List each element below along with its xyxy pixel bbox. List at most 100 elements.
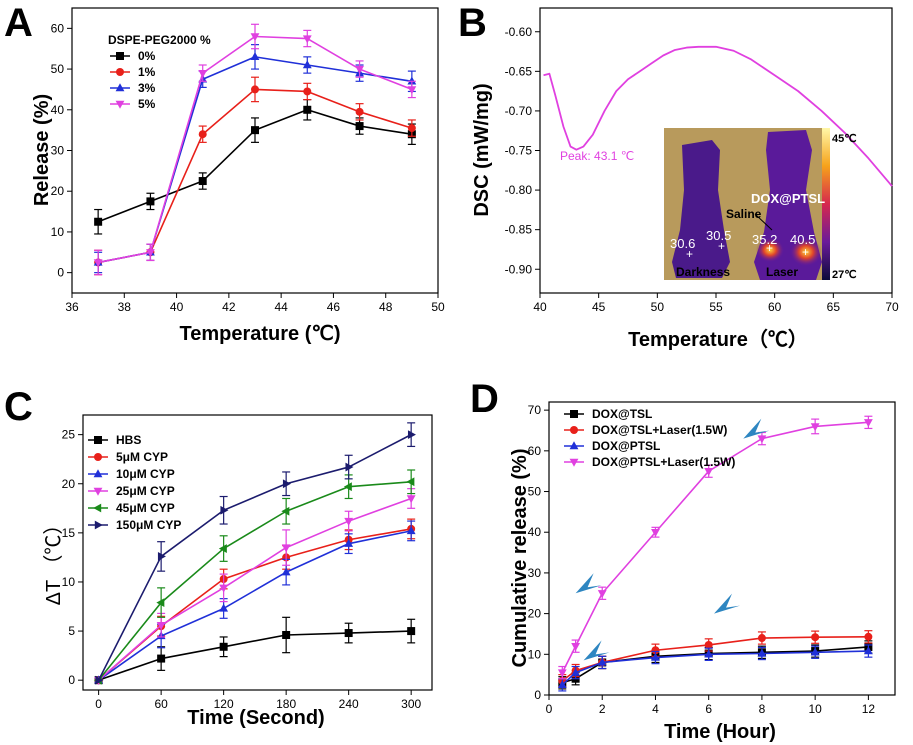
panel-d-data-point <box>571 667 581 676</box>
panel-d-legend-label: DOX@TSL <box>592 407 652 421</box>
panel-b-xtick-label: 60 <box>768 300 782 314</box>
panel-d-legend-marker <box>569 458 579 467</box>
panel-a-legend-label: 3% <box>138 81 156 95</box>
panel-c-xlabel: Time (Second) <box>187 707 324 729</box>
panel-a-data-point <box>407 76 417 85</box>
thermal-reading-3: 35.2 <box>752 232 777 247</box>
panel-d-data-point <box>597 657 607 666</box>
panel-a-ytick-label: 50 <box>51 62 65 76</box>
panel-b-xlabel: Temperature（℃） <box>628 328 808 351</box>
panel-a-data-point <box>302 35 312 44</box>
panel-c-ytick-label: 25 <box>62 428 76 442</box>
panel-d-legend-marker <box>569 441 579 450</box>
panel-a-data-point <box>407 86 417 95</box>
panel-d-data-point <box>863 419 873 428</box>
panel-d-frame <box>548 401 896 696</box>
panel-a-ylabel: Release (%) <box>31 94 53 206</box>
panel-c-data-point <box>282 631 291 639</box>
panel-c-data-point <box>219 584 229 593</box>
panel-c-data-point <box>218 544 227 553</box>
panel-b-ytick-label: -0.90 <box>505 262 533 276</box>
panel-c-ytick-label: 5 <box>68 624 75 638</box>
panel-c-data-point <box>156 621 166 630</box>
panel-d-ytick-label: 20 <box>528 607 542 621</box>
panel-a-ytick-label: 20 <box>51 184 65 198</box>
panel-d-xtick-label: 2 <box>599 702 606 716</box>
panel-d-xtick-label: 4 <box>652 702 659 716</box>
panel-c-series-line-1 <box>98 528 412 681</box>
panel-c-legend-label: HBS <box>116 433 141 447</box>
panel-c-data-point <box>281 544 291 553</box>
panel-c-legend-label: 25μM CYP <box>116 484 175 498</box>
panel-d-chart: 0 2 4 6 8 10 12 0 10 20 30 40 50 60 70 DOX@TSL DOX@TSL+L… <box>528 401 896 716</box>
panel-c-xtick-label: 180 <box>276 697 296 711</box>
panel-c-data-point <box>157 654 166 663</box>
panel-a-legend-label: 5% <box>138 97 156 111</box>
thermal-reading-1: 30.6 <box>670 236 695 251</box>
panel-c-legend-label: 5μM CYP <box>116 450 168 464</box>
panel-b-xtick-label: 45 <box>592 300 606 314</box>
panel-d-ytick-label: 60 <box>528 444 542 458</box>
panel-c-legend-marker <box>94 436 102 444</box>
panel-a-data-point <box>355 107 364 116</box>
panel-b-chart: 40 45 50 55 60 65 70 -0.90 -0.85 -0.80 -0.75 -0.70 -… <box>505 7 899 314</box>
panel-letter-c: C <box>4 385 33 429</box>
panel-c-legend-label: 45μM CYP <box>116 501 175 515</box>
panel-d-arrow-icon <box>714 593 741 614</box>
panel-a-data-point <box>146 249 155 258</box>
panel-a-xtick-label: 48 <box>379 300 393 314</box>
panel-a-chart: 36 38 40 42 44 46 48 50 0 10 20 30 40 50 60 0% 1% 3% 5% <box>51 7 445 314</box>
panel-c-ytick-label: 15 <box>62 526 76 540</box>
panel-a-legend-marker <box>115 100 125 109</box>
panel-a-data-point <box>251 85 259 94</box>
thermal-label-darkness: Darkness <box>676 265 730 279</box>
panel-letter-a: A <box>4 1 33 45</box>
thermal-crosshair-1: + <box>686 247 693 261</box>
panel-a-xtick-label: 46 <box>327 300 341 314</box>
thermal-hotspot-saline <box>756 238 784 262</box>
panel-c-ytick-label: 0 <box>68 673 75 687</box>
panel-a-data-point <box>302 60 312 69</box>
panel-c-data-point <box>406 495 416 504</box>
panel-a-xtick-label: 40 <box>170 300 184 314</box>
thermal-hotspot-laser <box>790 238 822 266</box>
thermal-crosshair-2: + <box>718 239 725 253</box>
panel-a-xtick-label: 36 <box>65 300 79 314</box>
panel-d-ylabel: Cumulative release (%) <box>509 449 531 668</box>
panel-c-ytick-label: 20 <box>62 477 76 491</box>
panel-b-xtick-label: 70 <box>885 300 899 314</box>
panel-c-data-point <box>219 642 228 651</box>
panel-c-data-point <box>345 462 354 472</box>
panel-d-series-line-1 <box>561 636 869 682</box>
panel-c-data-point <box>281 567 291 576</box>
panel-d-legend-label: DOX@PTSL <box>592 439 660 453</box>
thermal-reading-4: 40.5 <box>790 232 815 247</box>
panel-a-ytick-label: 0 <box>57 266 64 280</box>
panel-a-xtick-label: 38 <box>118 300 132 314</box>
panel-a-xtick-label: 42 <box>222 300 236 314</box>
panel-c-data-point <box>344 629 353 638</box>
panel-d-legend-label: DOX@TSL+Laser(1.5W) <box>592 423 727 437</box>
panel-b-ylabel: DSC (mW/mg) <box>471 83 493 216</box>
panel-c-series-line-5 <box>97 433 412 681</box>
panel-b-xtick-label: 65 <box>827 300 841 314</box>
panel-d-data-point <box>597 590 607 599</box>
panel-d-xtick-label: 6 <box>705 702 712 716</box>
panel-d-ytick-label: 30 <box>528 566 542 580</box>
thermal-scale-max: 45℃ <box>832 133 857 145</box>
panel-d-data-point <box>704 467 714 476</box>
thermal-label-saline: Saline <box>726 207 762 221</box>
panel-d-ytick-label: 10 <box>528 647 542 661</box>
panel-c-xtick-label: 60 <box>154 697 168 711</box>
panel-c-legend-label: 150μM CYP <box>116 518 181 532</box>
panel-d-ytick-label: 50 <box>528 485 542 499</box>
panel-a-data-point <box>355 122 364 131</box>
panel-d-ytick-label: 0 <box>534 688 541 702</box>
panel-c-data-point <box>406 526 416 535</box>
panel-d-arrow-icon <box>575 573 602 594</box>
panel-b-xtick-label: 50 <box>651 300 665 314</box>
panel-a-data-point <box>303 87 312 96</box>
panel-d-series-line-0 <box>562 646 869 684</box>
panel-a-data-point <box>250 33 260 42</box>
